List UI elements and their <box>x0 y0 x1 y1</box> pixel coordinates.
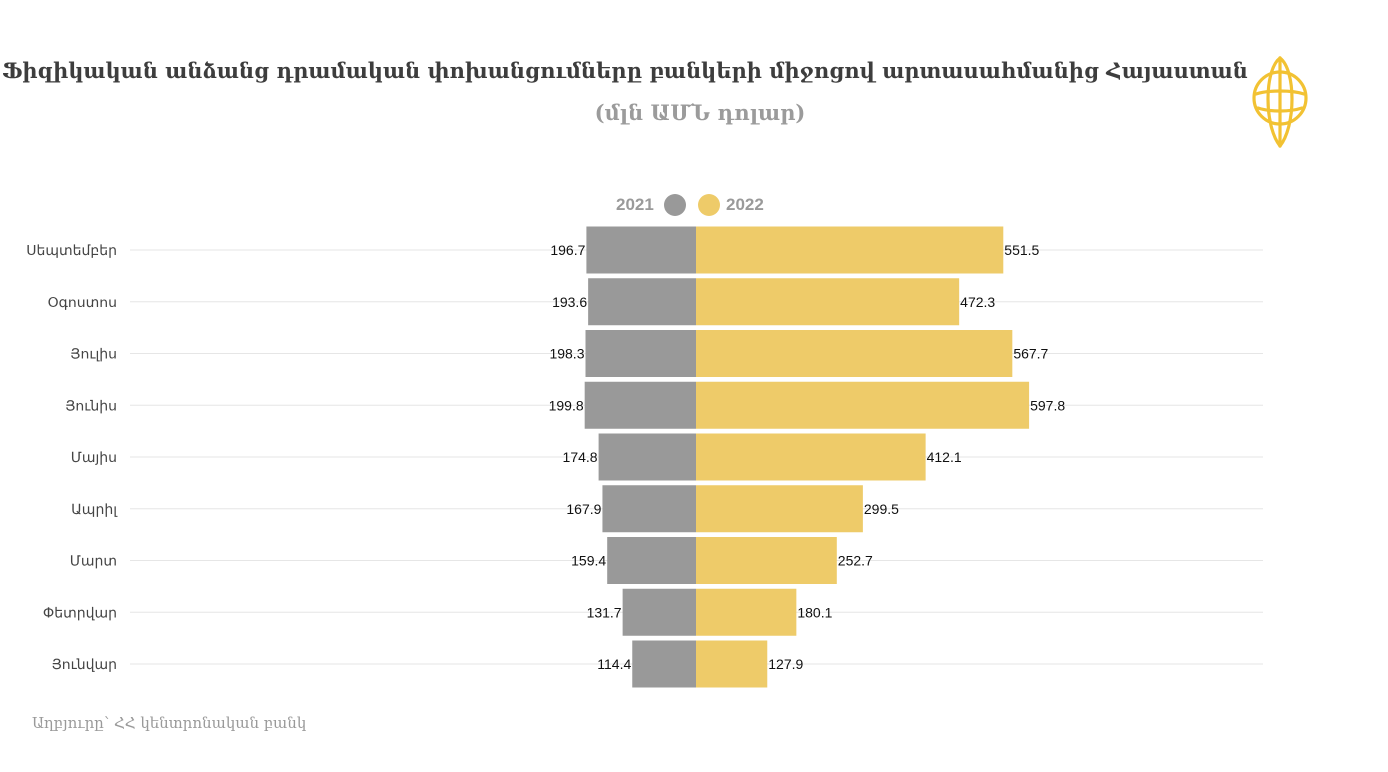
data-label-2021: 131.7 <box>587 604 622 620</box>
legend-label-2021: 2021 <box>616 195 654 214</box>
legend-label-2022: 2022 <box>726 195 764 214</box>
data-label-2021: 174.8 <box>563 449 598 465</box>
chart-title: Ֆիզիկական անձանց դրամական փոխանցումները … <box>2 58 1248 83</box>
data-label-2022: 567.7 <box>1013 346 1048 362</box>
bar-2022 <box>696 485 863 533</box>
chart-legend: 2021 2022 <box>560 194 840 224</box>
bar-2021 <box>602 485 696 533</box>
bar-2022 <box>696 226 1004 274</box>
category-label: Օգոստոս <box>48 294 117 310</box>
category-label: Մայիս <box>71 449 117 465</box>
bar-2022 <box>696 381 1030 429</box>
legend-item-2022[interactable]: 2022 <box>698 194 764 216</box>
data-label-2021: 198.3 <box>549 346 584 362</box>
bar-2021 <box>598 433 696 481</box>
category-label: Յունվար <box>52 656 117 672</box>
category-label: Սեպտեմբեր <box>26 242 117 258</box>
bar-2022 <box>696 588 797 636</box>
bar-2021 <box>586 226 696 274</box>
category-label: Յուլիս <box>70 346 117 362</box>
data-label-2022: 180.1 <box>797 604 832 620</box>
category-label: Փետրվար <box>43 604 117 620</box>
bar-2021 <box>632 640 696 688</box>
globe-logo-icon <box>1252 56 1308 148</box>
data-label-2021: 199.8 <box>549 397 584 413</box>
data-label-2021: 193.6 <box>552 294 587 310</box>
data-label-2022: 472.3 <box>960 294 995 310</box>
data-label-2021: 167.9 <box>566 501 601 517</box>
bar-2021 <box>607 537 696 584</box>
data-label-2021: 159.4 <box>571 553 606 569</box>
data-label-2022: 127.9 <box>768 656 803 672</box>
legend-swatch-2022 <box>698 194 720 216</box>
legend-item-2021[interactable]: 2021 <box>616 194 686 216</box>
bar-2022 <box>696 278 960 326</box>
bar-2021 <box>588 278 696 326</box>
data-label-2021: 114.4 <box>597 656 631 672</box>
data-label-2022: 551.5 <box>1004 242 1039 258</box>
bar-2022 <box>696 640 768 688</box>
data-label-2022: 597.8 <box>1030 397 1065 413</box>
category-label: Յունիս <box>65 397 117 413</box>
bar-2021 <box>585 330 696 377</box>
data-label-2022: 252.7 <box>838 553 873 569</box>
data-label-2022: 412.1 <box>927 449 962 465</box>
data-label-2021: 196.7 <box>550 242 585 258</box>
data-label-2022: 299.5 <box>864 501 899 517</box>
category-label: Մարտ <box>70 553 117 569</box>
category-label: Ապրիլ <box>71 501 118 517</box>
bar-2022 <box>696 433 926 481</box>
legend-swatch-2021 <box>663 194 686 216</box>
source-note: Աղբյուրը՝ ՀՀ կենտրոնական բանկ <box>32 714 307 732</box>
bar-2022 <box>696 330 1013 377</box>
chart-subtitle: (մլն ԱՄՆ դոլար) <box>594 100 806 125</box>
bar-2022 <box>696 537 837 584</box>
bar-2021 <box>622 588 696 636</box>
bar-2021 <box>584 381 696 429</box>
